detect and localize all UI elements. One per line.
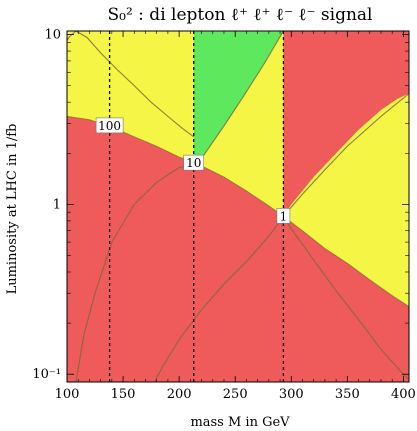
plot-frame <box>66 30 410 383</box>
contour-line <box>282 216 409 380</box>
region-green <box>193 31 284 166</box>
x-tick-label: 300 <box>279 387 304 402</box>
x-tick-label: 100 <box>55 387 80 402</box>
x-axis-label: mass M in GeV <box>190 415 290 430</box>
red-boundary-line <box>67 115 409 308</box>
x-tick-label: 400 <box>391 387 416 402</box>
contour-label-box <box>183 154 205 171</box>
y-tick-label: 10 <box>44 28 61 43</box>
x-tick-label: 250 <box>223 387 248 402</box>
plot-area <box>67 31 409 382</box>
y-tick-label: 10⁻¹ <box>32 367 61 382</box>
x-tick-label: 350 <box>335 387 360 402</box>
y-axis-label: Luminosity at LHC in 1/fb <box>5 124 20 295</box>
region-red-lower <box>67 116 409 382</box>
contour-label-text: 1 <box>280 209 288 223</box>
region-red-upper <box>283 31 409 217</box>
x-tick-label: 150 <box>111 387 136 402</box>
contour-label: 10 <box>183 154 205 171</box>
contour-label-text: 10 <box>186 156 201 170</box>
contour-label-box <box>95 117 124 134</box>
contour-label: 1 <box>276 208 291 224</box>
x-tick-label: 200 <box>167 387 192 402</box>
y-tick-label: 1 <box>53 197 61 212</box>
contour-line <box>67 31 195 138</box>
chart-title: S₀² : di lepton ℓ⁺ ℓ⁺ ℓ⁻ ℓ⁻ signal <box>108 5 373 25</box>
contour-label: 100 <box>95 117 124 134</box>
contour-label-box <box>276 208 291 224</box>
contour-line <box>75 31 284 382</box>
contour-label-text: 100 <box>98 119 121 133</box>
contour-line <box>153 93 409 382</box>
axes: 100 150 200 250 300 350 400 10⁻¹ 1 10 100 10 1 <box>32 28 415 402</box>
